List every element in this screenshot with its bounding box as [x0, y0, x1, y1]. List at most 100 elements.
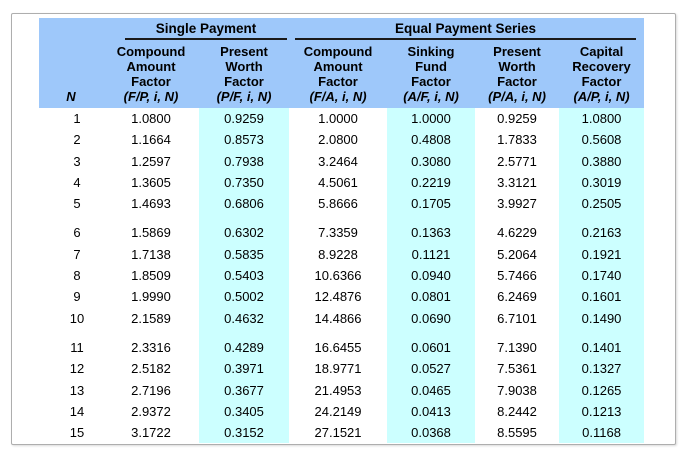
column-label-line: Compound	[303, 44, 373, 59]
cell-fp: 1.4693	[131, 196, 171, 212]
table-row: 11 2.3316 0.4289 16.6455 0.0601 7.1390 0.1401	[39, 336, 645, 359]
row-n: 1	[73, 111, 81, 126]
cell-fa: 3.2464	[318, 153, 358, 169]
cell-pf: 0.4632	[199, 307, 290, 329]
column-header-fp: Compound Amount Factor (F/P, i, N)	[103, 40, 199, 108]
table-row: 12 2.5182 0.3971 18.9771 0.0527 7.5361 0.1327	[39, 358, 645, 380]
group-header-single-payment: Single Payment	[103, 18, 290, 40]
cell-fa: 12.4876	[314, 289, 362, 305]
cell-fp: 2.9372	[131, 403, 171, 419]
spacer-cell	[559, 214, 645, 223]
table-row: 2 1.1664 0.8573 2.0800 0.4808 1.7833 0.5608	[39, 129, 645, 151]
cell-af: 0.1363	[387, 222, 476, 244]
row-n: 7	[73, 246, 81, 262]
spacer-cell	[387, 328, 476, 337]
cell-pf: 0.3405	[199, 400, 290, 423]
cell-pf: 0.5835	[199, 243, 290, 266]
cell-fa: 4.5061	[318, 174, 358, 190]
cell-pf: 0.3677	[199, 379, 290, 401]
column-label-line: Factor	[497, 74, 537, 89]
spacer-cell	[475, 329, 559, 337]
group-header-row: Single Payment Equal Payment Series	[39, 18, 645, 40]
cell-pf: 0.5403	[199, 265, 290, 287]
table-body: 1 1.0800 0.9259 1.0000 1.0000 0.9259 1.0800 2 1.…	[39, 108, 645, 444]
cell-pf: 0.6806	[199, 193, 290, 215]
column-label-line: Worth	[498, 59, 536, 74]
cell-pa: 1.7833	[497, 132, 537, 148]
cell-pf: 0.9259	[199, 108, 290, 130]
spacer-cell	[199, 328, 290, 337]
spacer-cell	[559, 328, 645, 337]
cell-af: 0.0801	[387, 286, 476, 308]
column-label-line: Factor	[411, 74, 451, 89]
column-label-line: Capital	[579, 44, 624, 59]
cell-af: 0.0413	[387, 400, 476, 423]
column-notation: (F/P, i, N)	[123, 89, 179, 104]
column-header-row: N Compound Amount Factor (F/P, i, N) Present W…	[39, 40, 645, 108]
column-notation: (P/A, i, N)	[488, 89, 546, 104]
cell-fp: 1.5869	[131, 225, 171, 241]
spacer-cell	[103, 214, 199, 222]
cell-pa: 0.9259	[497, 111, 537, 126]
column-label-line: Factor	[224, 74, 264, 89]
cell-pf: 0.8573	[199, 129, 290, 151]
cell-fa: 27.1521	[314, 425, 362, 441]
cell-fp: 1.7138	[131, 246, 171, 262]
cell-pf: 0.6302	[199, 222, 290, 244]
column-label-line: Present	[220, 44, 268, 59]
column-label-line: Present	[493, 44, 541, 59]
row-n: 3	[73, 153, 81, 169]
cell-pa: 4.6229	[497, 225, 537, 241]
table-row: 3 1.2597 0.7938 3.2464 0.3080 2.5771 0.3880	[39, 150, 645, 172]
cell-fa: 1.0000	[318, 111, 358, 126]
spacer-cell	[39, 214, 103, 222]
column-label-line: Factor	[581, 74, 622, 89]
cell-af: 0.1121	[387, 243, 476, 266]
row-n: 11	[70, 339, 84, 355]
cell-fa: 24.2149	[314, 403, 362, 419]
cell-pa: 3.3121	[497, 174, 537, 190]
column-notation: (P/F, i, N)	[216, 89, 272, 104]
cell-pa: 8.2442	[497, 403, 537, 419]
column-label-line: Amount	[313, 59, 363, 74]
cell-af: 0.0690	[387, 307, 476, 329]
cell-fa: 2.0800	[318, 132, 358, 148]
cell-fa: 14.4866	[314, 310, 362, 326]
cell-ap: 0.1401	[559, 336, 645, 359]
row-n: 15	[69, 425, 85, 441]
column-label-line: Amount	[126, 59, 176, 74]
cell-pa: 6.7101	[497, 310, 537, 326]
cell-af: 0.1705	[387, 193, 476, 215]
column-header-ap: Capital Recovery Factor (A/P, i, N)	[559, 40, 645, 108]
table-row: 15 3.1722 0.3152 27.1521 0.0368 8.5595 0.1168	[39, 422, 645, 444]
cell-fa: 21.4953	[314, 382, 362, 398]
cell-fp: 3.1722	[131, 425, 171, 441]
table-row: 4 1.3605 0.7350 4.5061 0.2219 3.3121 0.3019	[39, 171, 645, 194]
cell-fp: 1.8509	[131, 268, 171, 284]
cell-ap: 0.1601	[559, 286, 645, 308]
cell-fa: 7.3359	[318, 225, 358, 241]
spacer-row	[39, 328, 645, 337]
cell-af: 0.0368	[387, 422, 476, 444]
column-label-line: Fund	[415, 59, 447, 74]
interest-factor-table: Single Payment Equal Payment Series N Com…	[39, 18, 645, 444]
cell-fa: 8.9228	[318, 246, 358, 262]
cell-fp: 2.3316	[131, 339, 171, 355]
cell-af: 0.0527	[387, 358, 476, 380]
cell-ap: 0.2505	[559, 193, 645, 215]
cell-af: 0.0465	[387, 379, 476, 401]
row-n: 6	[73, 225, 81, 241]
spacer-cell	[475, 214, 559, 222]
cell-pf: 0.5002	[199, 286, 290, 308]
table-row: 9 1.9990 0.5002 12.4876 0.0801 6.2469 0.1601	[39, 286, 645, 308]
cell-af: 0.0940	[387, 265, 476, 287]
row-n: 4	[73, 174, 81, 190]
spacer-cell	[103, 329, 199, 337]
cell-af: 1.0000	[387, 108, 476, 130]
row-n: 8	[73, 268, 81, 284]
cell-af: 0.4808	[387, 129, 476, 151]
cell-fp: 1.0800	[131, 111, 171, 126]
cell-pf: 0.3971	[199, 358, 290, 380]
cell-fa: 5.8666	[318, 196, 358, 212]
cell-ap: 0.5608	[559, 129, 645, 151]
